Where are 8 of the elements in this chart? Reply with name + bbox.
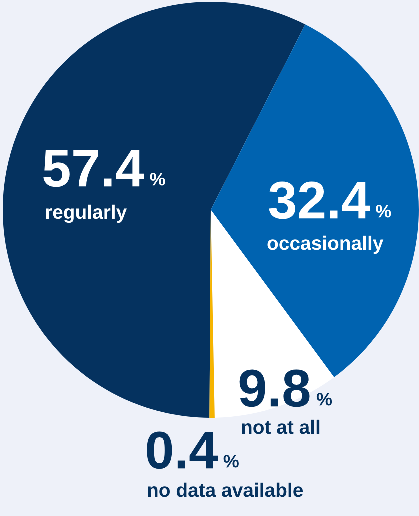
slice-label: not at all	[242, 420, 320, 434]
data-label: 32.4%	[269, 182, 392, 220]
data-label: 57.4%	[44, 150, 166, 188]
data-label: 0.4%	[147, 432, 239, 470]
slice-label: no data available	[148, 482, 304, 498]
data-label: 9.8%	[240, 370, 332, 408]
slice-label: regularly	[46, 204, 128, 224]
slice-label: occasionally	[268, 236, 384, 254]
